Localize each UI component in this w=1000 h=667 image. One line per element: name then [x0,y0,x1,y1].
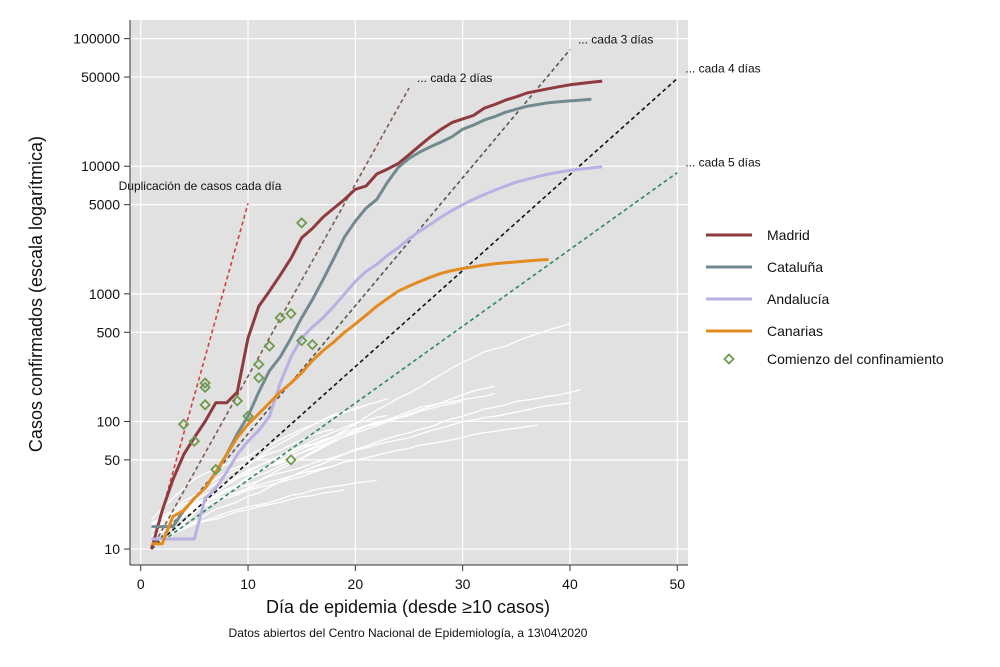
legend-label: Cataluña [767,259,823,275]
y-tick-label: 10 [104,541,120,557]
y-tick-label: 1000 [89,286,120,302]
x-tick-label: 0 [137,576,145,592]
confinement-markers [177,217,319,476]
y-tick-label: 100 [97,413,121,429]
source-note: Datos abiertos del Centro Nacional de Ep… [229,626,588,640]
confinement-marker [295,217,308,229]
reference-label-5: ... cada 5 días [685,156,760,170]
other-region-line [151,388,581,547]
y-tick-label: 50000 [81,69,120,85]
x-axis-title: Día de epidemia (desde ≥10 casos) [266,597,550,617]
other-region-line [151,489,345,536]
x-tick-label: 40 [562,576,578,592]
legend-label: Madrid [767,227,810,243]
y-tick-label: 100000 [73,31,120,47]
confinement-marker [199,399,211,411]
x-tick-label: 50 [669,576,685,592]
confinement-marker [263,340,276,352]
confinement-marker [231,395,244,407]
confinement-marker [199,381,211,394]
legend-label: Comienzo del confinamiento [767,351,944,367]
confinement-marker [199,377,211,389]
confinement-marker [177,418,190,431]
x-tick-label: 20 [348,576,364,592]
confinement-marker [252,358,265,371]
reference-line-5 [150,171,678,550]
reference-label-2: ... cada 2 días [417,71,492,85]
plot-background [130,20,688,565]
series-lines [150,79,603,550]
reference-label-3: ... cada 3 días [578,33,653,47]
confinement-marker [274,311,287,324]
y-tick-label: 10000 [81,158,120,174]
confinement-marker [242,410,254,422]
legend-label: Canarias [767,323,823,339]
reference-label-4: ... cada 4 días [685,62,760,76]
series-line-madrid [150,79,603,550]
confinement-marker [285,454,297,466]
y-axis-title: Casos confirmados (escala logarítmica) [26,136,46,452]
reference-label-1: Duplicación de casos cada día [119,179,282,193]
x-tick-label: 30 [455,576,471,592]
other-region-line [151,385,495,532]
axes: 10 50 100 500 1000 5000 10000 50000 100000 0 10 20 3… [73,20,688,592]
series-line-canarias [151,258,549,546]
confinement-marker [188,435,201,447]
x-tick-label: 10 [240,576,256,592]
reference-line-4 [150,77,678,550]
legend-swatch [723,353,735,365]
confinement-marker [295,334,308,347]
other-region-line [151,428,335,527]
confinement-marker [285,307,297,320]
y-tick-label: 500 [97,324,121,340]
y-tick-label: 5000 [89,197,120,213]
y-tick-label: 50 [104,452,120,468]
confinement-marker [210,463,222,476]
other-region-line [151,479,377,542]
legend: Madrid Cataluña Andalucía Canarias Comienzo … [706,227,944,367]
other-region-line [151,415,399,537]
legend-label: Andalucía [767,291,829,307]
series-line-andalucía [151,165,603,541]
confinement-marker [306,338,319,351]
other-region-line [151,322,571,548]
confinement-marker [252,371,265,384]
